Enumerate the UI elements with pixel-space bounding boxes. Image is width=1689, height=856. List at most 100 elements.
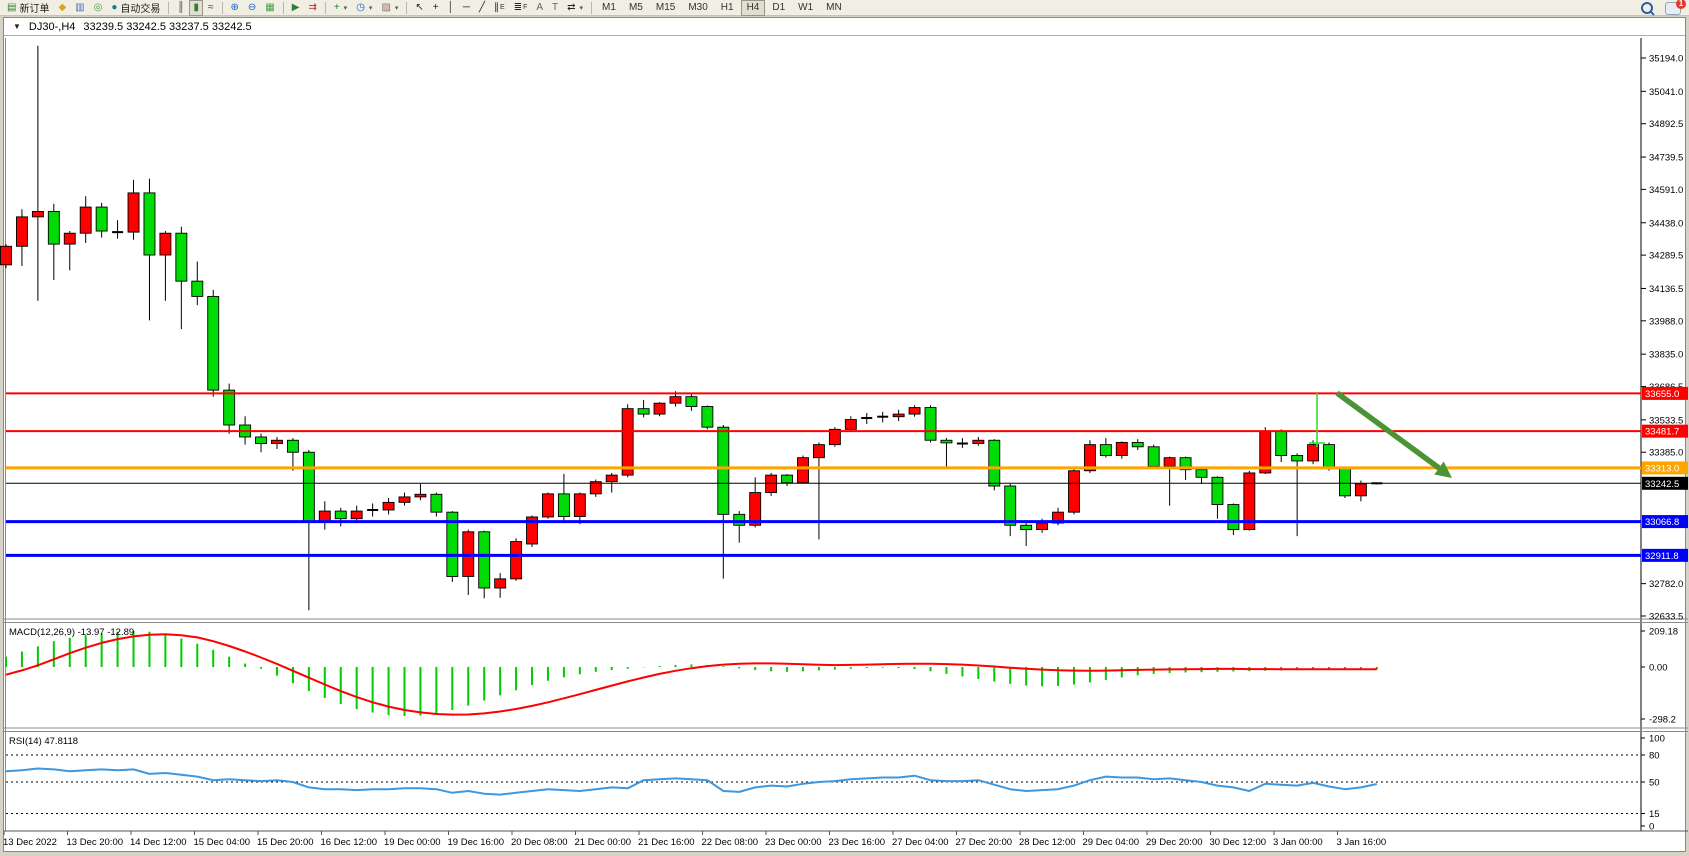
time-tick-label: 29 Dec 04:00 <box>1083 837 1140 848</box>
price-badge <box>1642 461 1688 475</box>
price-badge-label: 32911.8 <box>1645 551 1679 562</box>
signals-button[interactable]: ◎ <box>90 0 107 16</box>
candle-body <box>685 396 698 407</box>
macd-axis-label: 0.00 <box>1649 663 1668 674</box>
cursor-button[interactable]: ↖ <box>411 0 427 16</box>
timeframe-h1-button[interactable]: H1 <box>720 1 734 13</box>
candle-body <box>271 439 283 444</box>
chart-window[interactable]: ▼ DJ30-,H4 33239.5 33242.5 33237.5 33242… <box>3 17 1686 852</box>
time-tick-label: 20 Dec 08:00 <box>511 837 568 848</box>
notifications-icon[interactable]: 1 <box>1665 0 1686 15</box>
horizontal-line-button[interactable]: ─ <box>459 0 474 16</box>
candle-body <box>1020 524 1033 531</box>
candle-body <box>1339 468 1351 497</box>
line-chart-button[interactable]: ≈ <box>204 0 218 16</box>
candlestick-button[interactable]: ▮ <box>189 0 203 16</box>
timeframe-h4-button[interactable]: H4 <box>740 0 766 16</box>
level-lines[interactable] <box>6 392 1641 557</box>
chart-symbol-period: DJ30-,H4 <box>28 20 76 33</box>
candle-body <box>207 295 220 391</box>
time-tick-label: 16 Dec 12:00 <box>321 837 378 848</box>
chevron-down-icon: ▾ <box>368 4 373 12</box>
search-icon[interactable] <box>1641 2 1653 14</box>
macd-signal-line <box>5 633 1377 716</box>
publish-button[interactable]: ▥ <box>71 0 88 16</box>
text-label-button[interactable]: T <box>548 0 562 16</box>
candle-body <box>1307 444 1320 462</box>
text-button[interactable]: A <box>532 0 547 16</box>
timeframe-d1-button[interactable]: D1 <box>772 1 786 13</box>
time-tick-label: 14 Dec 12:00 <box>130 837 187 848</box>
chevron-down-icon: ▾ <box>579 4 584 12</box>
candle-body <box>0 245 12 266</box>
price-tick-label: 34591.0 <box>1649 185 1683 196</box>
crosshair-button[interactable]: + <box>429 0 443 16</box>
rsi-axis-label: 0 <box>1649 822 1654 833</box>
fibonacci-button[interactable]: ≣ F <box>510 0 532 16</box>
price-badge-label: 33242.5 <box>1645 479 1679 490</box>
indicators-icon: + <box>333 2 340 13</box>
indicators-button[interactable]: + ▾ <box>330 0 351 16</box>
timeframe-mn-button[interactable]: MN <box>826 1 842 13</box>
trendline-button[interactable]: ╱ <box>475 0 489 16</box>
bar-chart-button[interactable]: ║ <box>173 0 188 16</box>
timeframe-m1-button[interactable]: M1 <box>602 1 616 13</box>
candle-body <box>79 206 92 234</box>
candle-body <box>844 419 857 430</box>
channel-icon: ∥ <box>494 2 500 13</box>
rsi-label: RSI(14) 47.8118 <box>9 736 78 747</box>
autotrading-button[interactable]: ● 自动交易 <box>107 0 164 16</box>
timeframe-m5-button[interactable]: M5 <box>628 1 643 13</box>
icon-sub-label: E <box>500 4 505 11</box>
chart-gold-icon: ◆ <box>58 2 67 13</box>
price-axis: 35194.0 35041.0 34892.5 34739.5 34591.0 34438… <box>1641 54 1683 623</box>
templates-button[interactable]: ▨ ▾ <box>377 0 402 16</box>
zoom-out-button[interactable]: ⊖ <box>244 0 260 16</box>
price-badge-label: 33066.8 <box>1645 517 1679 528</box>
chart-gold-button[interactable]: ◆ <box>54 0 70 16</box>
candle-body <box>398 496 411 503</box>
toolbar-separator <box>591 1 593 14</box>
candle-body <box>318 510 331 522</box>
price-tick-label: 33835.0 <box>1649 350 1683 361</box>
arrows-button[interactable]: ⇄ ▾ <box>563 0 587 16</box>
vertical-line-button[interactable]: │ <box>444 0 458 16</box>
time-tick-label: 19 Dec 00:00 <box>384 837 441 848</box>
zoom-in-icon: ⊕ <box>230 2 239 13</box>
candle-body <box>557 493 570 517</box>
time-tick-label: 22 Dec 08:00 <box>702 837 759 848</box>
candle-body <box>765 474 778 494</box>
time-tick-label: 13 Dec 20:00 <box>67 837 124 848</box>
candle-body <box>334 510 347 520</box>
new-order-button[interactable]: ▤ 新订单 <box>3 0 53 16</box>
candle-body <box>1115 441 1128 456</box>
main-toolbar: ▤ 新订单 ◆ ▥ ◎ ● 自动交易 ║ ▮ ≈ ⊕ ⊖ ▦ ▶ ⇉ + ▾ ◷ ▾ ▨ ▾ ↖ + │ ─ ╱ ∥ E ≣ F A T ⇄ ▾ M… <box>0 0 1689 16</box>
timeframe-w1-button[interactable]: W1 <box>798 1 814 13</box>
candle-body <box>892 413 905 418</box>
periods-button[interactable]: ◷ ▾ <box>352 0 376 16</box>
templates-icon: ▨ <box>381 2 391 13</box>
trend-arrow-shaft[interactable] <box>1335 390 1441 471</box>
chart-shift-button[interactable]: ⇉ <box>304 0 320 16</box>
price-badge <box>1642 386 1688 400</box>
candle-body <box>1227 504 1240 531</box>
tile-windows-button[interactable]: ▦ <box>261 0 278 16</box>
candle-body <box>781 474 794 484</box>
icon-sub-label: F <box>523 4 528 11</box>
fibonacci-icon: ≣ <box>513 2 523 13</box>
channel-button[interactable]: ∥ E <box>490 0 509 16</box>
rsi-axis-label: 100 <box>1649 734 1665 745</box>
time-tick-label: 3 Jan 16:00 <box>1337 837 1387 848</box>
zoom-in-button[interactable]: ⊕ <box>227 0 243 16</box>
time-tick-label: 30 Dec 12:00 <box>1210 837 1267 848</box>
auto-scroll-button[interactable]: ▶ <box>288 0 304 16</box>
autotrading-label: 自动交易 <box>120 4 161 15</box>
candle-body <box>494 578 507 589</box>
candle-body <box>573 493 586 517</box>
timeframe-m15-button[interactable]: M15 <box>655 1 676 13</box>
line-chart-icon: ≈ <box>208 2 214 13</box>
rsi-line <box>5 767 1378 796</box>
chart-menu-icon[interactable]: ▼ <box>13 22 21 31</box>
timeframe-m30-button[interactable]: M30 <box>688 1 708 13</box>
